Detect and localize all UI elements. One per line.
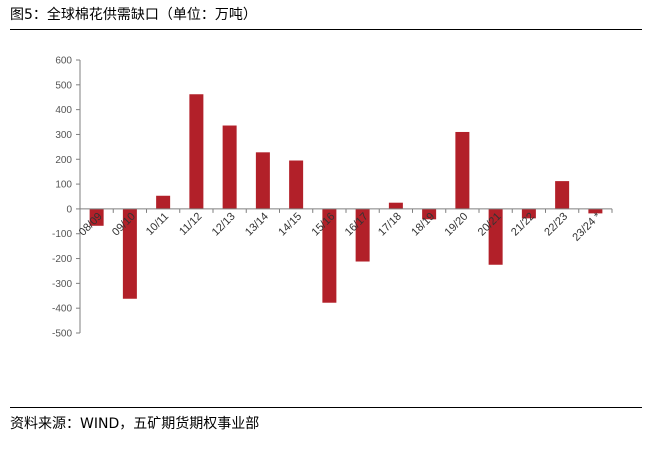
y-axis: 600 500 400 300 200 100 0 -100 -200 -300 -400 -500 bbox=[52, 56, 81, 340]
source-note: 资料来源：WIND，五矿期货期权事业部 bbox=[10, 416, 260, 432]
chart-title: 图5：全球棉花供需缺口（单位：万吨） bbox=[10, 7, 257, 23]
y-tick-label: 600 bbox=[55, 56, 72, 67]
bar bbox=[122, 208, 137, 299]
bar bbox=[488, 208, 503, 265]
y-tick-label: 300 bbox=[55, 130, 72, 141]
bar bbox=[422, 208, 437, 220]
bar bbox=[289, 160, 304, 209]
y-tick-label: -400 bbox=[52, 304, 72, 315]
bar bbox=[455, 131, 470, 209]
bar bbox=[322, 208, 337, 303]
x-tick-label: 19/20 bbox=[443, 211, 471, 239]
bar bbox=[355, 208, 370, 262]
y-tick-label: 0 bbox=[66, 204, 72, 215]
x-tick-label: 13/14 bbox=[243, 211, 271, 239]
bar bbox=[189, 94, 204, 209]
bar bbox=[89, 208, 104, 226]
bars bbox=[89, 94, 603, 303]
x-axis bbox=[79, 208, 613, 213]
y-tick-label: -100 bbox=[52, 229, 72, 240]
bar bbox=[222, 125, 237, 209]
bar bbox=[255, 152, 270, 209]
x-tick-label: 17/18 bbox=[376, 211, 404, 239]
bar bbox=[388, 202, 403, 209]
title-divider bbox=[10, 29, 642, 30]
y-tick-label: 400 bbox=[55, 105, 72, 116]
y-tick-label: 100 bbox=[55, 180, 72, 191]
bar bbox=[521, 208, 536, 219]
y-tick-label: -500 bbox=[52, 329, 72, 340]
bar bbox=[588, 208, 603, 214]
x-tick-labels: 08/09 09/10 10/11 11/12 12/13 13/14 14/15 15/16… bbox=[77, 210, 604, 244]
x-tick-label: 12/13 bbox=[210, 211, 238, 239]
y-tick-label: 500 bbox=[55, 80, 72, 91]
x-tick-label: 11/12 bbox=[177, 211, 204, 238]
x-tick-label: 10/11 bbox=[144, 211, 171, 238]
x-tick-label: 23/24 * bbox=[570, 210, 604, 244]
y-tick-label: -200 bbox=[52, 254, 72, 265]
y-tick-label: -300 bbox=[52, 279, 72, 290]
source-divider bbox=[10, 407, 642, 408]
bar bbox=[156, 195, 171, 209]
y-tick-label: 200 bbox=[55, 155, 72, 166]
x-tick-label: 14/15 bbox=[276, 211, 304, 239]
x-tick-label: 22/23 bbox=[542, 211, 570, 239]
bar bbox=[555, 181, 570, 209]
